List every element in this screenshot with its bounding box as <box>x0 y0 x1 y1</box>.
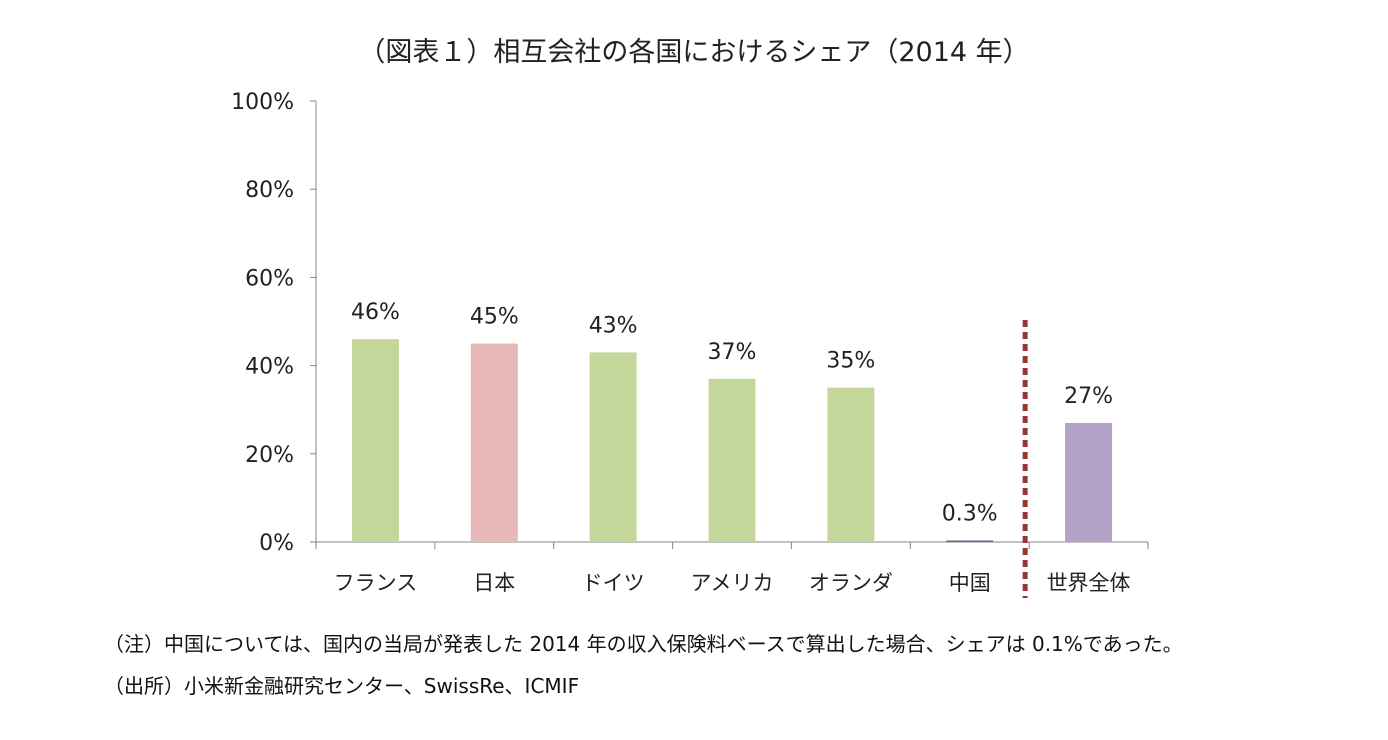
data-label: 43% <box>589 313 638 338</box>
bar-3 <box>708 378 756 542</box>
y-tick-label: 60% <box>245 266 294 291</box>
x-tick-label: 日本 <box>473 571 515 595</box>
bar-2 <box>589 352 637 542</box>
bar-1 <box>470 343 518 542</box>
y-tick-label: 0% <box>259 531 294 556</box>
x-tick-label: アメリカ <box>691 571 774 595</box>
data-label: 45% <box>470 305 519 330</box>
data-label: 35% <box>826 349 875 374</box>
y-tick-label: 80% <box>245 178 294 203</box>
chart-title: （図表１）相互会社の各国におけるシェア（2014 年） <box>358 37 1030 68</box>
bar-0 <box>351 339 399 542</box>
data-label: 0.3% <box>942 502 998 527</box>
bar-5 <box>946 540 994 542</box>
x-tick-label: 世界全体 <box>1047 571 1131 595</box>
x-tick-label: ドイツ <box>582 571 645 595</box>
note-text: （注）中国については、国内の当局が発表した 2014 年の収入保険料ベースで算出… <box>104 632 1183 656</box>
y-tick-label: 100% <box>231 90 294 115</box>
x-tick-label: フランス <box>334 571 418 595</box>
data-label: 27% <box>1064 384 1113 409</box>
data-label: 37% <box>708 340 757 365</box>
data-label: 46% <box>351 300 400 325</box>
bar-6 <box>1065 422 1113 542</box>
y-tick-label: 40% <box>245 355 294 380</box>
x-tick-label: オランダ <box>809 571 893 595</box>
x-tick-label: 中国 <box>949 571 991 595</box>
bar-4 <box>827 387 875 542</box>
y-tick-label: 20% <box>245 443 294 468</box>
source-text: （出所）小米新金融研究センター、SwissRe、ICMIF <box>104 674 580 698</box>
